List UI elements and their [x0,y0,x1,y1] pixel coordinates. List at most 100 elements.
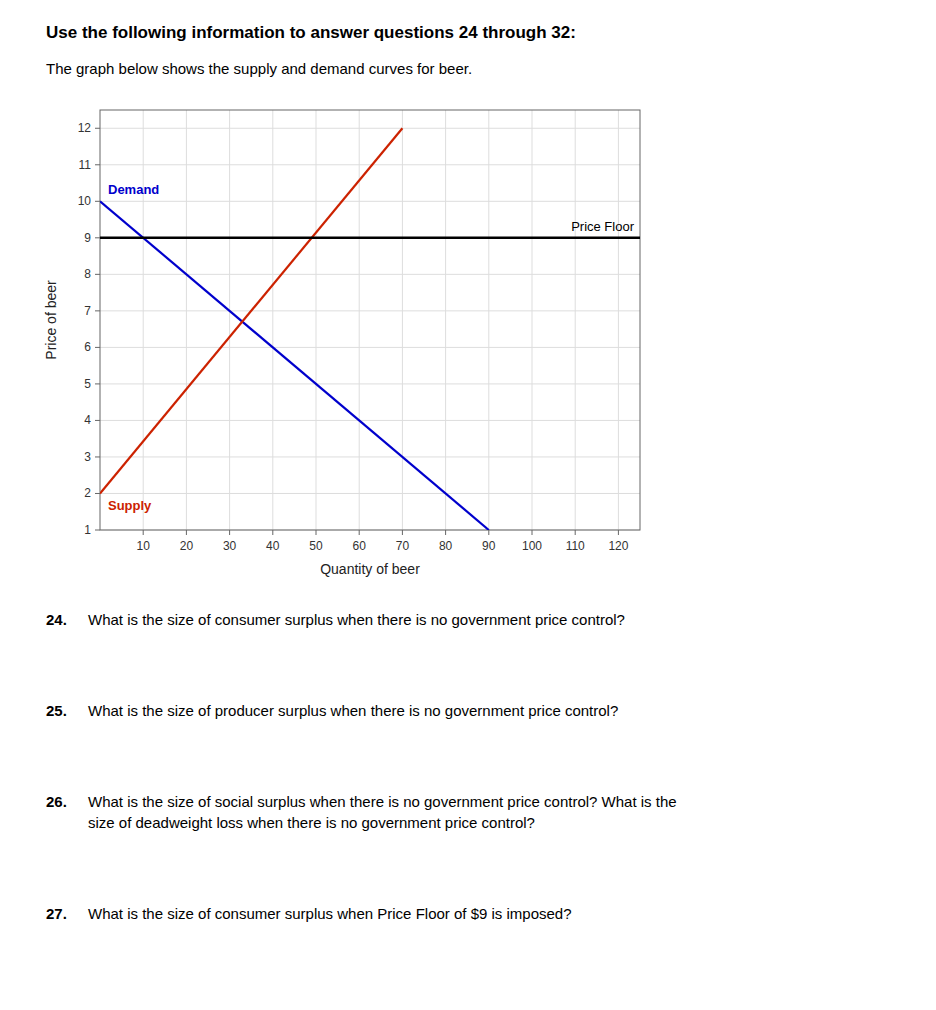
y-tick-label: 4 [84,413,91,427]
grid-line-x [488,110,489,530]
series-line [100,128,402,493]
grid-line-x [316,110,317,530]
page: Use the following information to answer … [0,0,936,1010]
y-tick [95,164,100,165]
x-tick-label: 20 [180,539,194,553]
x-tick [229,530,230,535]
grid [100,110,640,530]
grid-line-y [100,274,640,275]
subtitle: The graph below shows the supply and dem… [46,60,472,77]
grid-line-y [100,310,640,311]
question-number: 25. [46,702,67,719]
question-number: 24. [46,611,67,628]
x-tick-label: 50 [309,539,323,553]
price-floor-line [100,237,640,240]
x-tick-label: 30 [223,539,237,553]
x-tick-label: 100 [522,539,542,553]
x-axis-label: Quantity of beer [320,561,420,577]
plot-background [100,110,640,530]
y-tick [95,201,100,202]
price-floor-label: Price Floor [571,219,635,234]
question-text: What is the size of producer surplus whe… [88,702,618,719]
question-line: What is the size of producer surplus whe… [88,702,618,719]
grid-line-x [186,110,187,530]
y-tick-label: 6 [84,340,91,354]
grid-line-y [100,201,640,202]
question-number: 26. [46,793,67,810]
grid-line-y [100,420,640,421]
x-tick-label: 40 [266,539,280,553]
y-tick-label: 1 [84,523,91,537]
x-tick [359,530,360,535]
question-line: size of deadweight loss when there is no… [88,814,535,831]
grid-line-x [143,110,144,530]
x-tick-label: 110 [566,539,585,553]
y-axis-label: Price of beer [43,280,59,360]
axes: 1020304050607080901001101201234567891011… [78,121,629,553]
grid-line-y [100,347,640,348]
question-text: What is the size of social surplus when … [88,793,677,831]
question-text: What is the size of consumer surplus whe… [88,905,572,922]
questions: 24. What is the size of consumer surplus … [46,611,677,922]
x-tick [488,530,489,535]
grid-line-y [100,456,640,457]
x-tick [316,530,317,535]
grid-line-x [359,110,360,530]
y-tick-label: 10 [78,194,92,208]
question-number: 27. [46,905,67,922]
question-line: What is the size of social surplus when … [88,793,677,810]
grid-line-y [100,237,640,238]
x-tick [445,530,446,535]
y-tick-label: 3 [84,450,91,464]
grid-line-x [532,110,533,530]
x-tick [532,530,533,535]
y-tick-label: 11 [79,158,92,172]
y-tick-label: 5 [84,377,91,391]
y-tick-label: 8 [84,267,91,281]
grid-line-x [618,110,619,530]
grid-line-x [445,110,446,530]
y-tick-label: 12 [78,121,92,135]
y-tick [95,530,100,531]
grid-line-x [229,110,230,530]
x-tick [143,530,144,535]
y-tick [95,456,100,457]
x-tick [575,530,576,535]
x-tick-label: 70 [396,539,410,553]
series-label: Supply [108,498,152,513]
y-tick [95,420,100,421]
y-tick [95,310,100,311]
y-tick [95,237,100,238]
y-tick-label: 9 [84,231,91,245]
plot-frame [100,110,640,530]
x-tick-label: 10 [137,539,151,553]
y-tick [95,383,100,384]
plot-labels: DemandSupplyPrice Floor [108,182,635,513]
x-tick-label: 80 [439,539,453,553]
x-tick-label: 90 [482,539,496,553]
grid-line-x [575,110,576,530]
plot-marks [100,128,640,530]
y-tick [95,347,100,348]
y-tick [95,493,100,494]
x-tick [402,530,403,535]
y-tick-label: 2 [84,486,91,500]
grid-line-y [100,493,640,494]
grid-line-y [100,164,640,165]
y-tick [95,128,100,129]
question-line: What is the size of consumer surplus whe… [88,905,572,922]
question-line: What is the size of consumer surplus whe… [88,611,625,628]
grid-line-y [100,128,640,129]
x-tick [618,530,619,535]
x-tick [186,530,187,535]
x-tick-label: 60 [353,539,367,553]
y-tick-label: 7 [84,304,91,318]
title: Use the following information to answer … [46,23,576,42]
grid-line-y [100,383,640,384]
x-tick-label: 120 [608,539,628,553]
series-line [100,201,489,530]
question-text: What is the size of consumer surplus whe… [88,611,625,628]
grid-line-x [272,110,273,530]
grid-line-x [402,110,403,530]
x-tick [272,530,273,535]
